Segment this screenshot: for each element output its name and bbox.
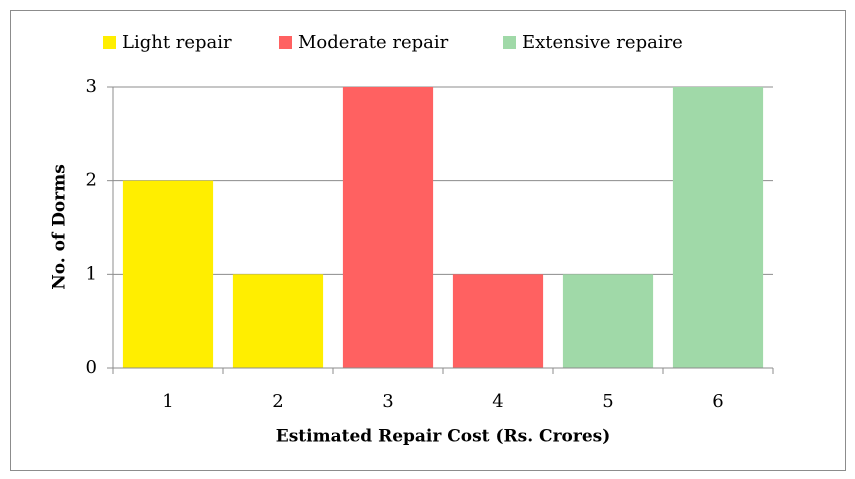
legend-swatch <box>503 36 516 49</box>
bar <box>562 274 654 368</box>
x-tick-label: 3 <box>382 391 393 412</box>
x-tick-label: 1 <box>162 391 173 412</box>
bar <box>342 87 434 368</box>
x-tick-label: 6 <box>712 391 723 412</box>
legend-label: Light repair <box>122 32 232 53</box>
bar <box>672 87 764 368</box>
x-tick-label: 4 <box>492 391 503 412</box>
y-tick-label: 3 <box>86 76 97 97</box>
x-axis-title: Estimated Repair Cost (Rs. Crores) <box>276 427 611 447</box>
x-tick-label: 5 <box>602 391 613 412</box>
bar <box>232 274 324 368</box>
y-axis-title: No. of Dorms <box>50 164 70 290</box>
y-tick-label: 1 <box>86 263 97 284</box>
legend-label: Moderate repair <box>298 32 449 53</box>
legend-swatch <box>103 36 116 49</box>
x-tick-label: 2 <box>272 391 283 412</box>
bar <box>122 180 214 368</box>
y-tick-label: 0 <box>86 357 97 378</box>
legend-label: Extensive repaire <box>522 32 683 53</box>
legend-swatch <box>279 36 292 49</box>
y-tick-label: 2 <box>86 170 97 191</box>
bar <box>452 274 544 368</box>
